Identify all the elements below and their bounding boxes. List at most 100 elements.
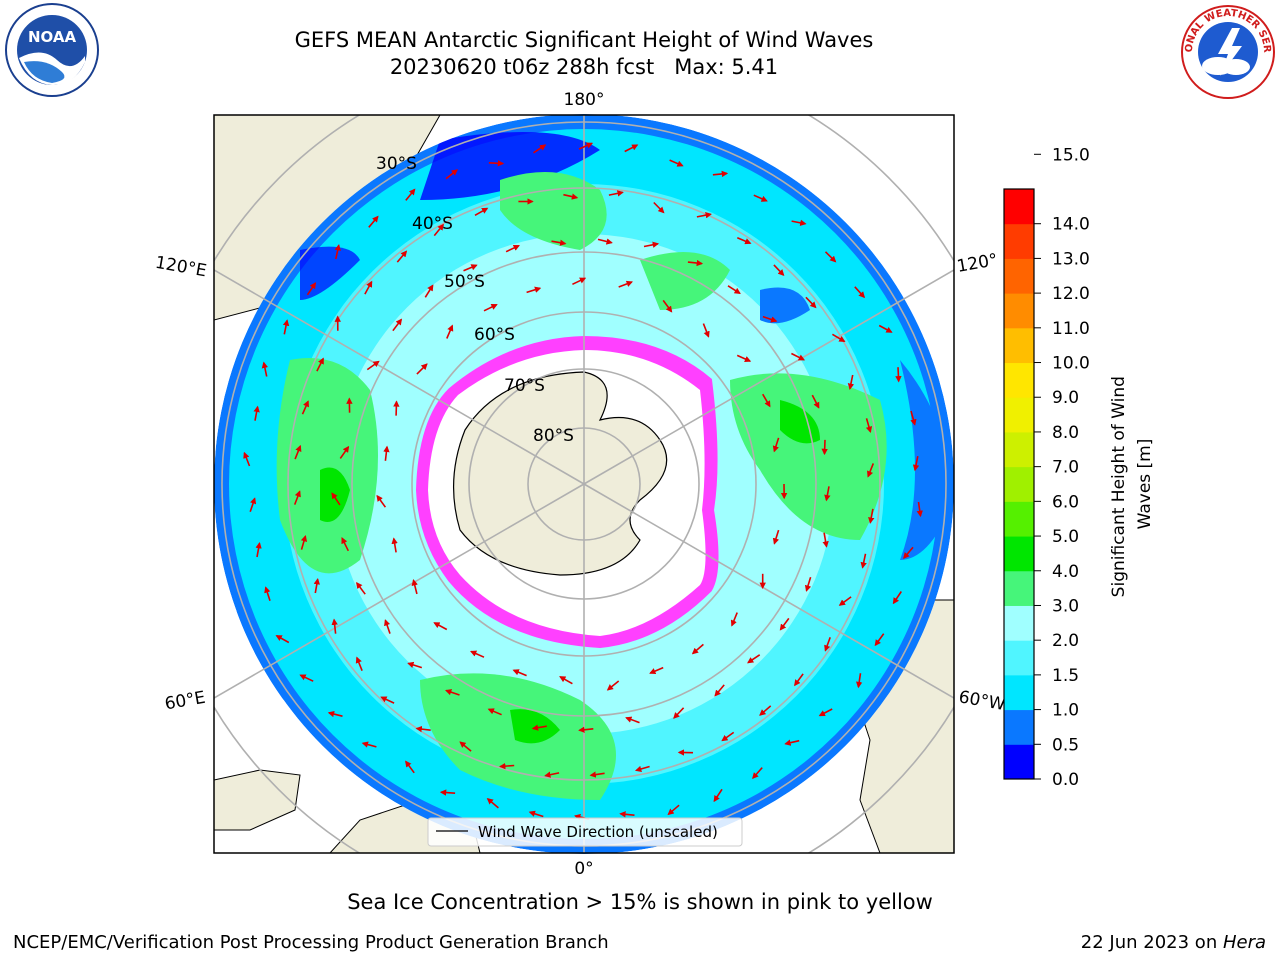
footer-credit: NCEP/EMC/Verification Post Processing Pr…	[13, 932, 609, 953]
wind-wave-arrow	[578, 142, 594, 150]
wind-wave-arrow	[383, 445, 390, 461]
colorbar-tick-label: 11.0	[1052, 319, 1090, 339]
wind-wave-arrow	[865, 418, 873, 434]
footer-date-text: 22 Jun 2023 on	[1080, 932, 1223, 953]
wind-wave-arrow	[331, 618, 338, 634]
wind-wave-arrow	[282, 319, 290, 335]
wind-wave-arrow	[794, 673, 804, 687]
wind-wave-arrow	[416, 363, 428, 375]
wind-wave-arrow	[892, 591, 902, 605]
wind-wave-arrow	[578, 726, 594, 733]
wind-wave-arrow	[361, 741, 377, 748]
wind-wave-arrow	[824, 251, 837, 263]
lon-label-120e: 120°E	[154, 253, 208, 282]
colorbar-tick-label: 2.0	[1052, 631, 1079, 651]
sea-ice-caption: Sea Ice Concentration > 15% is shown in …	[347, 890, 933, 914]
wind-wave-arrow	[376, 494, 387, 508]
wind-wave-arrow	[643, 241, 660, 248]
wind-wave-arrow	[483, 303, 498, 312]
colorbar-tick-label: 14.0	[1052, 215, 1090, 235]
wind-wave-arrow	[505, 244, 520, 253]
colorbar-tick-label: 9.0	[1052, 388, 1079, 408]
colorbar-segment	[1004, 293, 1034, 329]
wind-wave-arrow	[301, 400, 309, 415]
colorbar-segment	[1004, 709, 1034, 745]
wind-wave-arrow	[784, 739, 800, 746]
wind-wave-arrow	[544, 771, 560, 778]
wind-wave-arrow	[762, 393, 771, 408]
colorbar-tick-label: 1.5	[1052, 666, 1079, 686]
wind-wave-arrow	[753, 194, 768, 202]
wind-wave-arrow	[606, 680, 620, 691]
wind-wave-arrow	[446, 324, 454, 339]
footer-date: 22 Jun 2023 on Hera	[1081, 932, 1266, 953]
wind-wave-arrow	[306, 282, 317, 296]
lat-label-80s: 80°S	[533, 426, 574, 446]
wind-wave-arrow	[327, 710, 343, 718]
wind-wave-arrow	[736, 237, 752, 245]
colorbar-tick-label: 13.0	[1052, 249, 1090, 269]
wind-wave-arrows	[243, 142, 923, 821]
colorbar-tick-label: 5.0	[1052, 527, 1079, 547]
wind-wave-arrow	[847, 374, 855, 390]
noaa-logo: NOAA	[5, 3, 99, 97]
wind-wave-arrow	[696, 212, 712, 219]
lon-label-0: 0°	[574, 859, 593, 879]
colorbar-tick-label: 0.0	[1052, 770, 1079, 790]
wind-wave-arrow	[589, 771, 605, 778]
wind-wave-arrow	[713, 788, 723, 803]
wind-wave-arrow	[759, 705, 772, 716]
wind-wave-arrow	[339, 445, 350, 459]
wind-wave-arrow	[619, 811, 635, 818]
wind-wave-arrow	[559, 676, 573, 685]
colorbar-tick-label: 3.0	[1052, 596, 1079, 616]
wind-wave-arrow	[691, 643, 704, 655]
wind-wave-arrow	[772, 529, 780, 545]
wind-wave-arrow	[313, 577, 320, 594]
wind-wave-arrow	[727, 285, 741, 294]
wind-wave-arrow	[856, 673, 863, 689]
colorbar-segment	[1004, 570, 1034, 606]
wind-wave-arrow	[702, 323, 710, 338]
antarctica-land	[452, 371, 668, 576]
nws-logo: NATIONAL WEATHER SERVICE	[1180, 4, 1275, 99]
wind-wave-arrow	[868, 508, 875, 524]
wind-wave-arrow	[380, 696, 395, 704]
wind-wave-arrow	[526, 286, 542, 294]
wind-wave-arrow	[831, 333, 846, 343]
colorbar-tick-label: 4.0	[1052, 562, 1079, 582]
title-line-1: GEFS MEAN Antarctic Significant Height o…	[294, 28, 874, 52]
wind-wave-arrow	[415, 725, 431, 733]
wind-wave-arrow	[551, 239, 567, 246]
wind-wave-arrow	[364, 280, 373, 295]
lat-label-40s: 40°S	[412, 214, 453, 234]
wind-wave-arrow	[669, 159, 684, 167]
wind-wave-arrow	[424, 284, 434, 298]
lat-label-70s: 70°S	[504, 376, 545, 396]
noaa-logo-text: NOAA	[28, 28, 77, 46]
wind-wave-arrow	[747, 654, 761, 664]
wind-wave-arrow	[597, 238, 613, 245]
wind-wave-arrow	[533, 144, 547, 154]
wind-wave-arrow	[341, 537, 350, 552]
wind-wave-arrow	[854, 286, 866, 299]
wind-wave-arrow	[255, 541, 262, 558]
wind-wave-arrow	[824, 486, 831, 502]
wind-wave-arrow	[334, 244, 341, 260]
colorbar-segment	[1004, 327, 1034, 364]
wind-wave-arrow	[499, 762, 515, 770]
wind-wave-arrow	[439, 789, 456, 796]
wind-wave-arrow	[486, 797, 499, 809]
lat-label-60s: 60°S	[474, 325, 515, 345]
colorbar-segment	[1004, 223, 1034, 259]
wind-wave-arrow	[433, 223, 445, 237]
colorbar-tick-label: 7.0	[1052, 458, 1079, 478]
wind-wave-arrow	[405, 188, 416, 201]
wind-wave-arrow	[488, 160, 505, 167]
wind-wave-arrow	[470, 650, 485, 658]
colorbar-segment	[1004, 466, 1034, 502]
wind-wave-arrow	[624, 144, 639, 153]
wind-wave-arrow	[433, 622, 448, 631]
wind-wave-arrow	[912, 456, 920, 472]
colorbar-tick-label: 12.0	[1052, 284, 1090, 304]
